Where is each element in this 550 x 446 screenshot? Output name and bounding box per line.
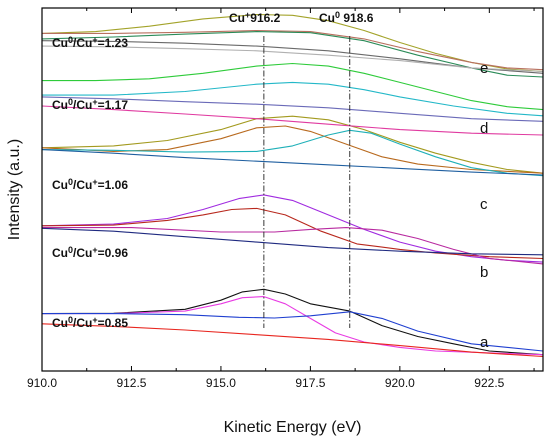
series-layer [42, 13, 543, 358]
series-line-a-1 [42, 288, 543, 356]
series-line-b-3 [42, 227, 543, 265]
x-tick-label: 922.5 [474, 376, 504, 390]
series-line-a-2 [42, 296, 543, 356]
series-line-d-1 [42, 62, 543, 111]
y-axis-title: Intensity (a.u.) [6, 139, 23, 240]
series-line-d-2 [42, 81, 543, 117]
series-line-d-4 [42, 105, 543, 136]
series-line-c-4 [42, 149, 543, 176]
series-line-b-1 [42, 194, 543, 263]
peak-label-2: Cu0 918.6 [319, 10, 374, 25]
sample-label-a: a [480, 334, 489, 351]
peak-label-1: Cu+916.2 [229, 10, 281, 25]
series-line-e-5 [42, 45, 543, 73]
ratio-label-a: Cu0/Cu+=0.85 [52, 315, 128, 330]
sample-label-e: e [480, 60, 488, 77]
series-line-d-3 [42, 96, 543, 122]
series-line-c-1 [42, 115, 543, 174]
ratio-label-b: Cu0/Cu+=0.96 [52, 245, 128, 260]
sample-label-d: d [480, 120, 488, 137]
x-tick-label: 915.0 [206, 376, 236, 390]
ratio-label-d: Cu0/Cu+=1.17 [52, 97, 128, 112]
annotation-labels: Cu+916.2 Cu0 918.6 Cu0/Cu+=0.85 a Cu0/Cu+=0.… [52, 10, 489, 351]
series-line-c-2 [42, 125, 543, 174]
series-line-e-2 [42, 29, 543, 71]
x-tick-label: 912.5 [116, 376, 146, 390]
series-line-a-3 [42, 311, 543, 352]
x-axis-ticks: 910.0 912.5 915.0 917.5 920.0 922.5 [27, 8, 535, 390]
sample-label-b: b [480, 264, 488, 281]
ratio-label-e: Cu0/Cu+=1.23 [52, 35, 128, 50]
x-tick-label: 920.0 [385, 376, 415, 390]
x-tick-label: 910.0 [27, 376, 57, 390]
x-tick-label: 917.5 [295, 376, 325, 390]
reference-lines [263, 36, 351, 328]
sample-label-c: c [480, 196, 488, 213]
x-axis-title: Kinetic Energy (eV) [224, 419, 362, 436]
series-line-a-4 [42, 323, 543, 358]
series-line-e-3 [42, 31, 543, 78]
ratio-label-c: Cu0/Cu+=1.06 [52, 177, 128, 192]
series-line-b-4 [42, 227, 543, 256]
plot-frame [41, 7, 544, 372]
